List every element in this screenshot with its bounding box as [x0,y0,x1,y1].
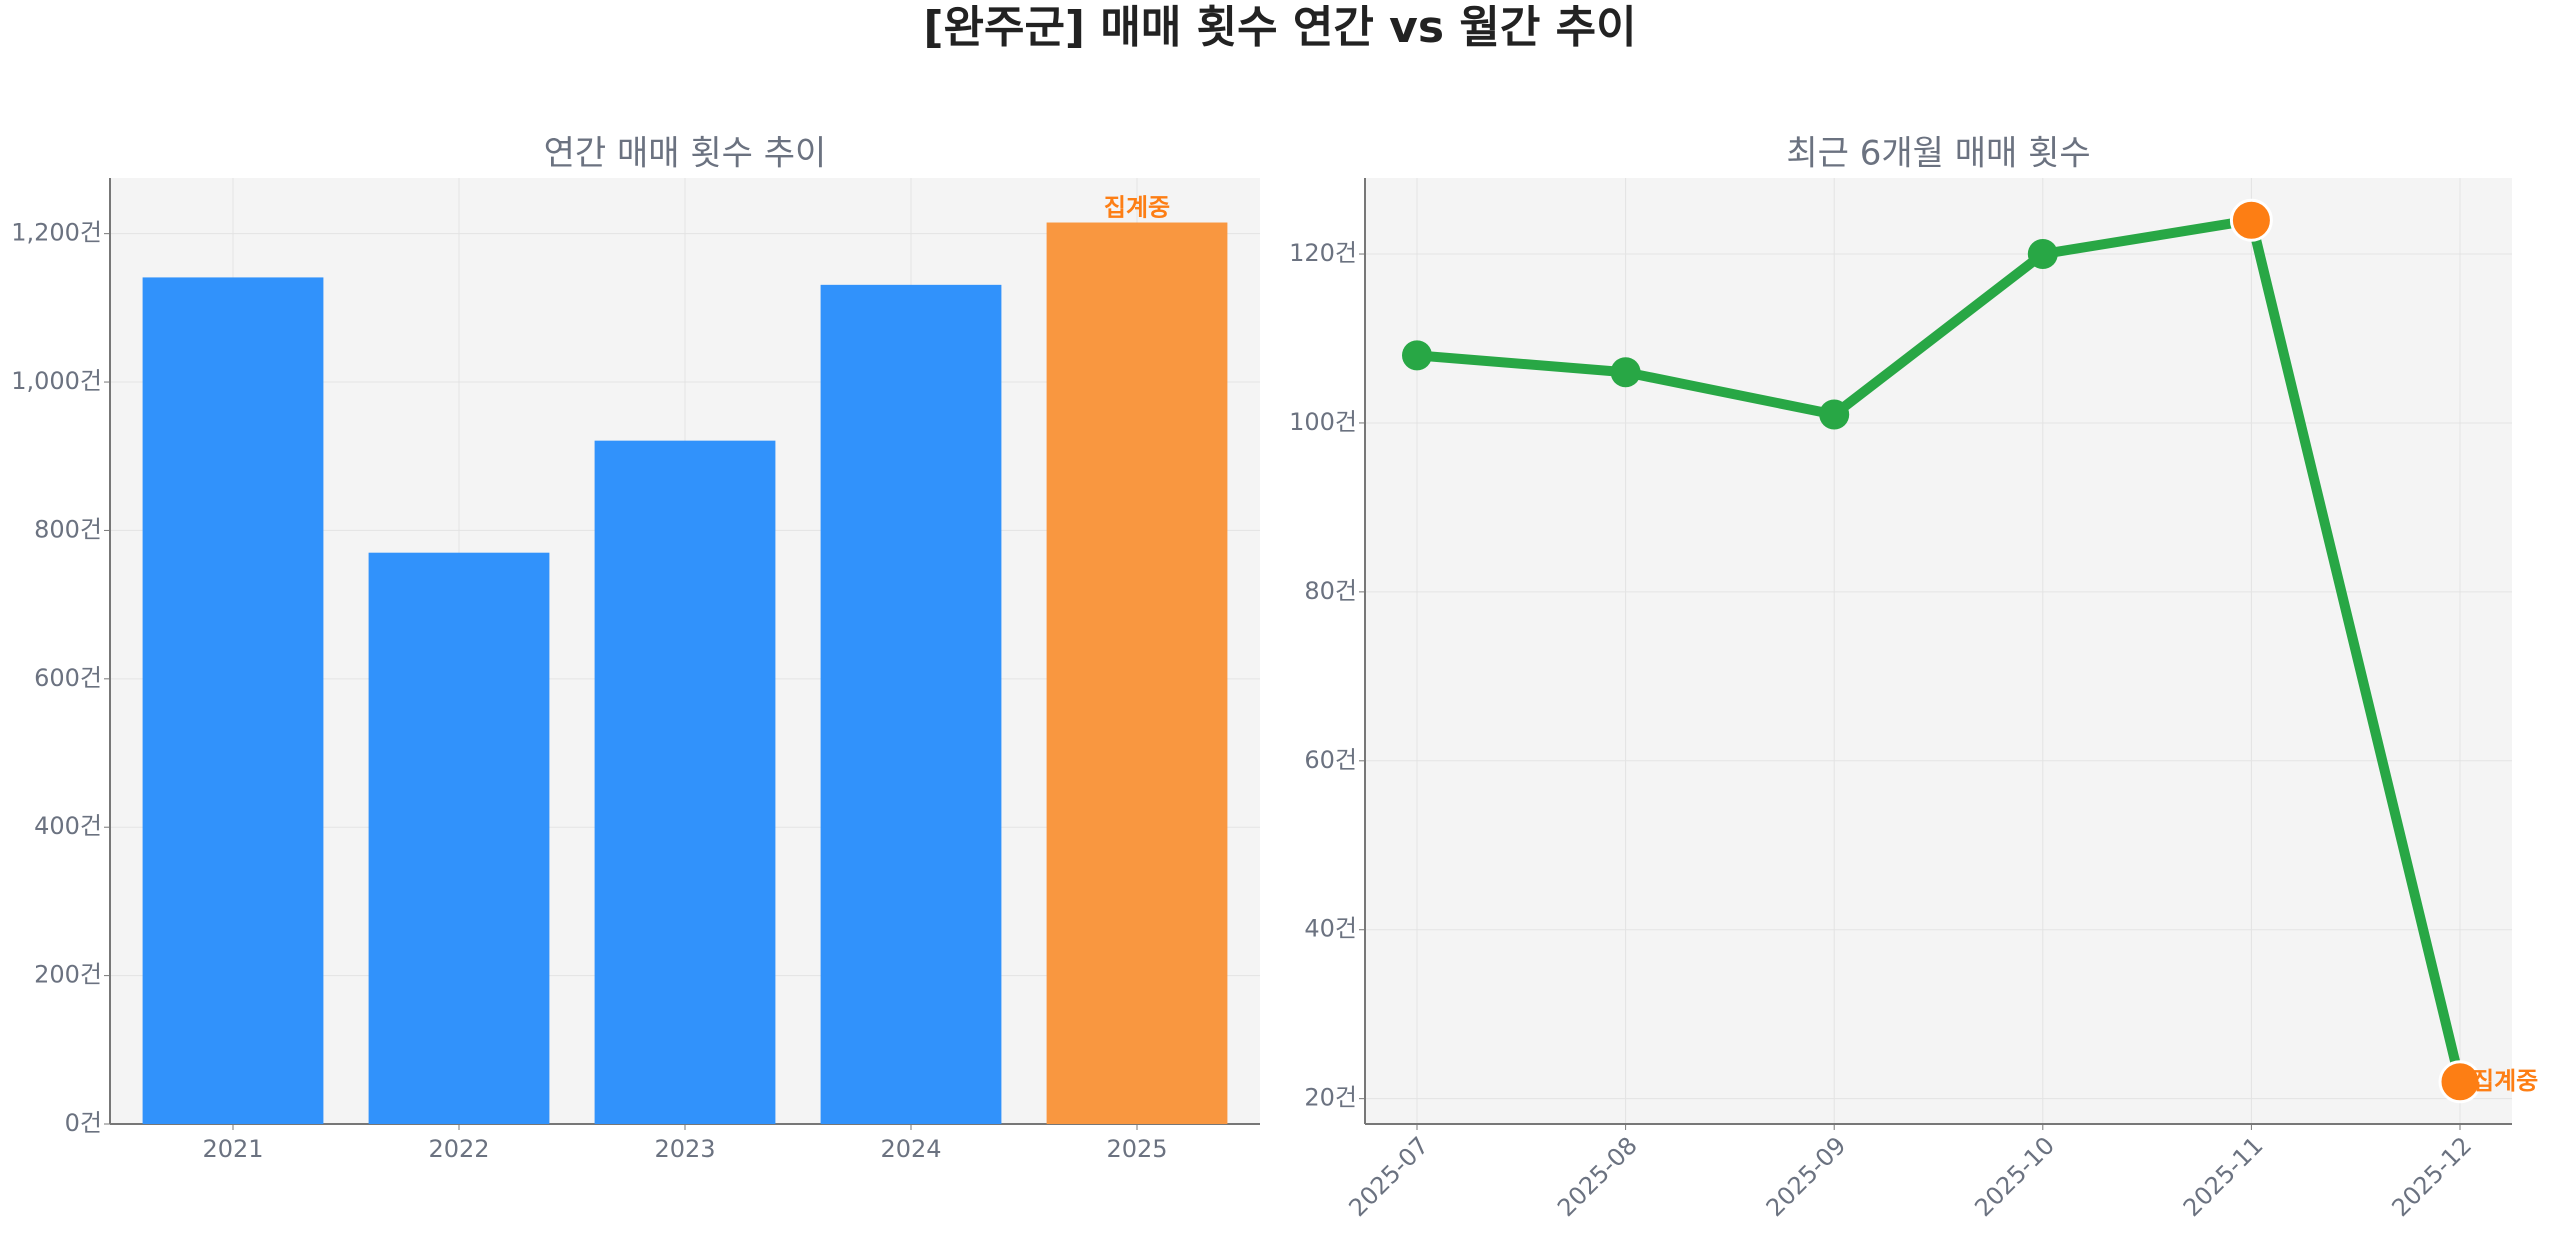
y-tick-label: 60건 [1304,746,1357,774]
subplot-title: 최근 6개월 매매 횟수 [1786,134,2090,174]
marker [2027,239,2058,270]
bar [594,440,776,1124]
y-tick-label: 80건 [1304,577,1357,605]
y-tick-label: 800건 [34,515,102,543]
y-tick-label: 20건 [1304,1084,1357,1112]
y-tick-label: 120건 [1289,239,1357,267]
annotation: 집계중 [1104,194,1170,222]
y-tick-label: 100건 [1289,408,1357,436]
line [1416,215,2465,1083]
marker [2438,1060,2482,1104]
x-tick-label: 2022 [428,1135,489,1163]
bar [820,284,1002,1124]
x-tick-label: 2025-12 [2386,1131,2477,1222]
annotation: 집계중 [2472,1067,2538,1095]
y-tick-label: 200건 [34,961,102,989]
marker [1819,399,1850,430]
figure-title: [완주군] 매매 횟수 연간 vs 월간 추이 [923,2,1636,53]
y-tick-label: 400건 [34,812,102,840]
y-tick-label: 600건 [34,664,102,692]
x-tick-label: 2025-11 [2178,1131,2269,1222]
y-tick-label: 0건 [65,1109,102,1137]
x-tick-label: 2023 [654,1135,715,1163]
bar [142,277,324,1125]
plot-area [1365,178,2512,1124]
subplot-title: 연간 매매 횟수 추이 [544,134,827,174]
y-tick-label: 1,200건 [11,219,102,247]
y-tick-label: 1,000건 [11,367,102,395]
x-tick-label: 2025-07 [1343,1131,1434,1222]
x-tick-label: 2024 [880,1135,941,1163]
x-tick-label: 2025-08 [1552,1131,1643,1222]
marker [1610,357,1641,388]
x-tick-label: 2025 [1106,1135,1167,1163]
bar [1046,222,1228,1125]
marker [2229,198,2273,242]
marker [1402,340,1432,371]
x-tick-label: 2021 [202,1135,263,1163]
x-tick-label: 2025-09 [1761,1131,1852,1222]
x-tick-label: 2025-10 [1969,1131,2060,1222]
bar [368,552,550,1124]
y-tick-label: 40건 [1304,915,1357,943]
